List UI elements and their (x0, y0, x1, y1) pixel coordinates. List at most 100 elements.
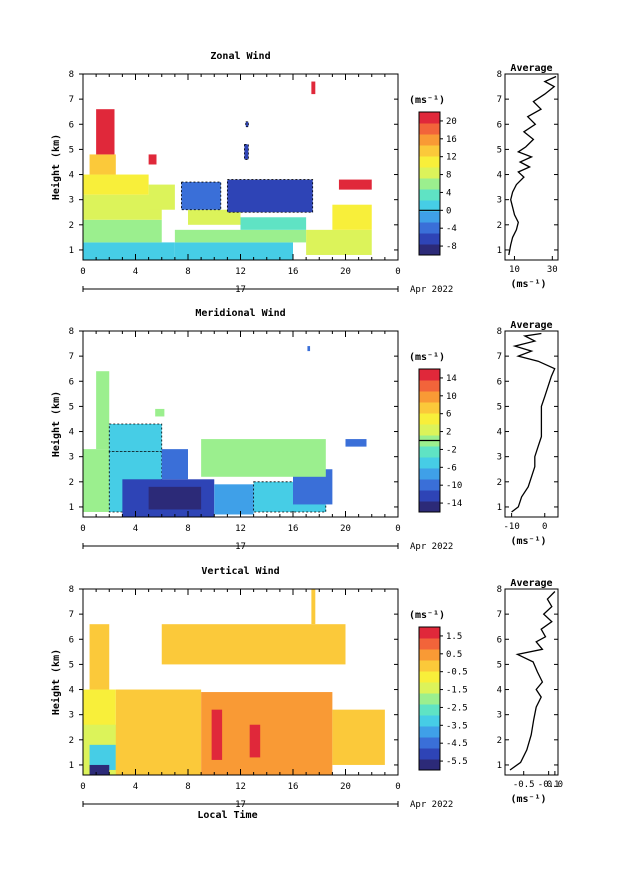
colorbar-swatch (419, 112, 440, 124)
average-y-tick-label: 7 (497, 95, 502, 105)
heatmap-cell (311, 589, 316, 625)
heatmap-cell (83, 219, 162, 243)
y-axis-label: Height (km) (50, 391, 62, 457)
y-tick-label: 4 (69, 428, 74, 438)
colorbar-swatch (419, 490, 440, 502)
heatmap-layer (83, 81, 372, 260)
heatmap-cell (338, 179, 372, 190)
units-label: (ms⁻¹) (409, 610, 445, 621)
heatmap-cell (89, 624, 110, 690)
colorbar-tick-label: 6 (446, 410, 451, 420)
colorbar-swatch (419, 726, 440, 738)
y-tick-label: 5 (69, 660, 74, 670)
y-tick-label: 7 (69, 352, 74, 362)
colorbar-swatch (419, 759, 440, 771)
average-y-tick-label: 8 (497, 70, 502, 80)
colorbar-swatch (419, 704, 440, 716)
colorbar-swatch (419, 123, 440, 135)
average-y-tick-label: 3 (497, 196, 502, 206)
heatmap-cell (174, 229, 307, 243)
heatmap-cell (155, 408, 165, 417)
colorbar-tick-label: -6 (446, 463, 457, 473)
colorbar-swatch (419, 391, 440, 403)
average-y-tick-label: 7 (497, 352, 502, 362)
heatmap-cell (161, 624, 346, 665)
average-x-tick-label: 10 (509, 265, 520, 275)
average-y-tick-label: 2 (497, 736, 502, 746)
average-x-tick-label: 30 (547, 265, 558, 275)
x-tick-label: 0 (395, 267, 400, 277)
y-tick-label: 5 (69, 145, 74, 155)
x-tick-label: 20 (340, 782, 351, 792)
average-y-tick-label: 6 (497, 120, 502, 130)
y-tick-label: 4 (69, 171, 74, 181)
average-y-tick-label: 1 (497, 246, 502, 256)
colorbar-tick-label: 10 (446, 392, 457, 402)
y-tick-label: 2 (69, 478, 74, 488)
colorbar-tick-label: 1.5 (446, 632, 462, 642)
colorbar-swatch (419, 222, 440, 234)
panel-title: Meridional Wind (195, 307, 285, 319)
y-tick-label: 8 (69, 585, 74, 595)
colorbar-swatch (419, 244, 440, 256)
x-tick-label: 20 (340, 267, 351, 277)
heatmap-cell (311, 81, 316, 95)
heatmap-cell (83, 449, 110, 512)
y-tick-label: 4 (69, 686, 74, 696)
colorbar-swatch (419, 715, 440, 727)
colorbar-tick-label: -1.5 (446, 686, 468, 696)
day-label: 17 (235, 285, 246, 295)
colorbar-tick-label: -5.5 (446, 757, 468, 767)
colorbar-tick-label: 8 (446, 171, 451, 181)
colorbar-swatch (419, 424, 440, 436)
average-frame (504, 330, 559, 518)
average-x-tick-label: 0.0 (547, 780, 563, 790)
heatmap-cell (148, 184, 175, 210)
colorbar-swatch (419, 479, 440, 491)
heatmap-cell (249, 724, 261, 758)
heatmap-cell (307, 346, 311, 352)
colorbar-tick-label: -8 (446, 242, 457, 252)
y-tick-label: 2 (69, 221, 74, 231)
heatmap-cell (181, 182, 221, 210)
contour-line (253, 481, 327, 513)
x-tick-label: 0 (80, 267, 85, 277)
x-tick-label: 0 (80, 782, 85, 792)
y-tick-label: 6 (69, 377, 74, 387)
heatmap-cell (244, 144, 249, 160)
month-label: Apr 2022 (410, 800, 453, 810)
average-y-tick-label: 6 (497, 635, 502, 645)
heatmap-cell (240, 217, 307, 230)
average-y-tick-label: 3 (497, 711, 502, 721)
average-y-tick-label: 3 (497, 453, 502, 463)
colorbar-swatch (419, 167, 440, 179)
colorbar-tick-label: -2 (446, 445, 457, 455)
average-y-tick-label: 1 (497, 503, 502, 513)
colorbar-swatch (419, 380, 440, 392)
y-axis-label: Height (km) (50, 134, 62, 200)
average-y-tick-label: 4 (497, 686, 502, 696)
heatmap-cell (227, 179, 313, 213)
x-tick-label: 0 (395, 782, 400, 792)
units-label: (ms⁻¹) (409, 352, 445, 363)
y-tick-label: 8 (69, 70, 74, 80)
heatmap-cell (332, 204, 372, 230)
heatmap-cell (83, 242, 175, 260)
x-tick-label: 4 (133, 267, 138, 277)
colorbar-tick-label: -0.5 (446, 668, 468, 678)
average-profile-line (509, 591, 556, 771)
y-tick-label: 6 (69, 120, 74, 130)
average-y-tick-label: 6 (497, 377, 502, 387)
panel-title: Zonal Wind (210, 50, 270, 62)
heatmap-cell (201, 692, 333, 775)
colorbar-tick-label: 16 (446, 135, 457, 145)
day-label: 17 (235, 800, 246, 810)
average-profile-line (511, 332, 556, 513)
average-frame (504, 588, 559, 776)
x-tick-label: 4 (133, 524, 138, 534)
heatmap-cell (201, 439, 326, 477)
average-x-tick-label: -0.5 (513, 780, 535, 790)
y-tick-label: 1 (69, 761, 74, 771)
heatmap-layer (83, 346, 367, 517)
y-tick-label: 3 (69, 453, 74, 463)
